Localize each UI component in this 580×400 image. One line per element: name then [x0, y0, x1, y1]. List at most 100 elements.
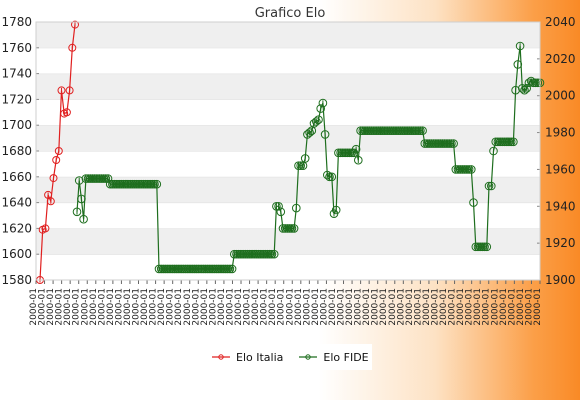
x-tick-label: 2000-01 — [80, 288, 90, 326]
data-point — [194, 264, 204, 274]
data-point — [385, 126, 394, 135]
x-tick-label: 2000-01 — [499, 288, 509, 326]
data-point — [71, 20, 79, 29]
data-point — [170, 264, 179, 274]
data-point — [447, 139, 456, 148]
data-point — [462, 165, 472, 174]
x-tick-label: 2000-01 — [285, 288, 295, 326]
data-point — [367, 126, 376, 135]
data-point — [88, 174, 97, 183]
x-tick-label: 2000-01 — [524, 288, 534, 326]
x-tick-label: 2000-01 — [533, 288, 543, 326]
data-point — [418, 126, 427, 135]
data-point — [427, 139, 436, 148]
data-point — [139, 179, 148, 189]
data-point — [141, 179, 150, 189]
x-tick-label: 2000-01 — [473, 288, 483, 326]
data-point — [398, 126, 408, 135]
data-point — [362, 126, 372, 135]
data-point — [433, 139, 443, 148]
data-point — [380, 126, 390, 135]
x-tick-label: 2000-01 — [362, 288, 372, 326]
data-point — [62, 108, 71, 117]
grid-band — [36, 99, 540, 126]
data-point — [201, 264, 210, 274]
data-point — [369, 126, 379, 135]
data-point — [168, 264, 177, 274]
data-point — [289, 224, 299, 233]
data-point — [365, 126, 374, 135]
data-point — [54, 147, 63, 155]
x-tick-label: 2000-01 — [507, 288, 517, 326]
x-tick-label: 2000-01 — [260, 288, 270, 326]
x-tick-label: 2000-01 — [490, 288, 500, 326]
data-point — [296, 161, 306, 170]
data-point — [97, 174, 106, 183]
grid-band — [36, 22, 540, 48]
data-point — [205, 264, 215, 274]
data-point — [305, 128, 314, 137]
x-tick-label: 2000-01 — [456, 288, 466, 326]
data-point — [145, 179, 155, 189]
data-point — [86, 174, 95, 183]
y-right-tick-label: 2000 — [545, 89, 576, 103]
data-point — [216, 264, 226, 274]
x-tick-label: 2000-01 — [379, 288, 389, 326]
data-point — [41, 224, 50, 233]
data-point — [325, 172, 334, 182]
data-point — [518, 84, 527, 93]
x-tick-label: 2000-01 — [200, 288, 210, 326]
data-point — [121, 179, 130, 189]
data-point — [110, 179, 119, 189]
data-point — [387, 126, 396, 135]
data-point — [460, 165, 470, 174]
data-point — [389, 126, 399, 135]
data-point — [531, 78, 540, 88]
grid-band — [36, 228, 540, 255]
data-point — [458, 165, 467, 174]
data-point — [148, 179, 157, 189]
data-point — [323, 170, 332, 180]
data-point — [429, 139, 439, 148]
x-tick-label: 2000-01 — [430, 288, 440, 326]
data-point — [79, 214, 88, 224]
data-point — [274, 202, 283, 211]
x-tick-label: 2000-01 — [97, 288, 107, 326]
x-tick-label: 2000-01 — [354, 288, 364, 326]
grid-band — [36, 202, 540, 229]
data-point — [83, 174, 93, 183]
data-point — [431, 139, 441, 148]
x-tick-label: 2000-01 — [157, 288, 167, 326]
data-point — [125, 179, 135, 189]
x-tick-label: 2000-01 — [191, 288, 201, 326]
data-point — [161, 264, 170, 274]
data-point — [436, 139, 445, 148]
x-tick-label: 2000-01 — [448, 288, 458, 326]
y-left-tick-label: 1640 — [1, 196, 32, 210]
data-point — [292, 203, 301, 213]
data-point — [263, 249, 272, 259]
data-point — [487, 181, 496, 191]
data-point — [400, 126, 410, 135]
data-point — [143, 179, 153, 189]
data-point — [152, 179, 162, 189]
y-right-tick-label: 2040 — [545, 15, 576, 29]
legend-item-elo-italia[interactable]: Elo Italia — [212, 351, 283, 364]
data-point — [358, 126, 368, 135]
x-tick-label: 2000-01 — [234, 288, 244, 326]
data-point — [478, 242, 487, 252]
data-point — [265, 249, 275, 259]
data-point — [174, 264, 184, 274]
data-point — [77, 194, 86, 204]
x-tick-label: 2000-01 — [217, 288, 227, 326]
y-left-tick-label: 1700 — [1, 118, 32, 132]
data-point — [49, 174, 58, 183]
data-point — [402, 126, 412, 135]
data-point — [199, 264, 208, 274]
data-point — [491, 137, 501, 147]
data-point — [247, 249, 257, 259]
legend-item-elo-fide[interactable]: Elo FIDE — [299, 351, 369, 364]
data-point — [65, 86, 74, 95]
data-point — [533, 78, 543, 88]
